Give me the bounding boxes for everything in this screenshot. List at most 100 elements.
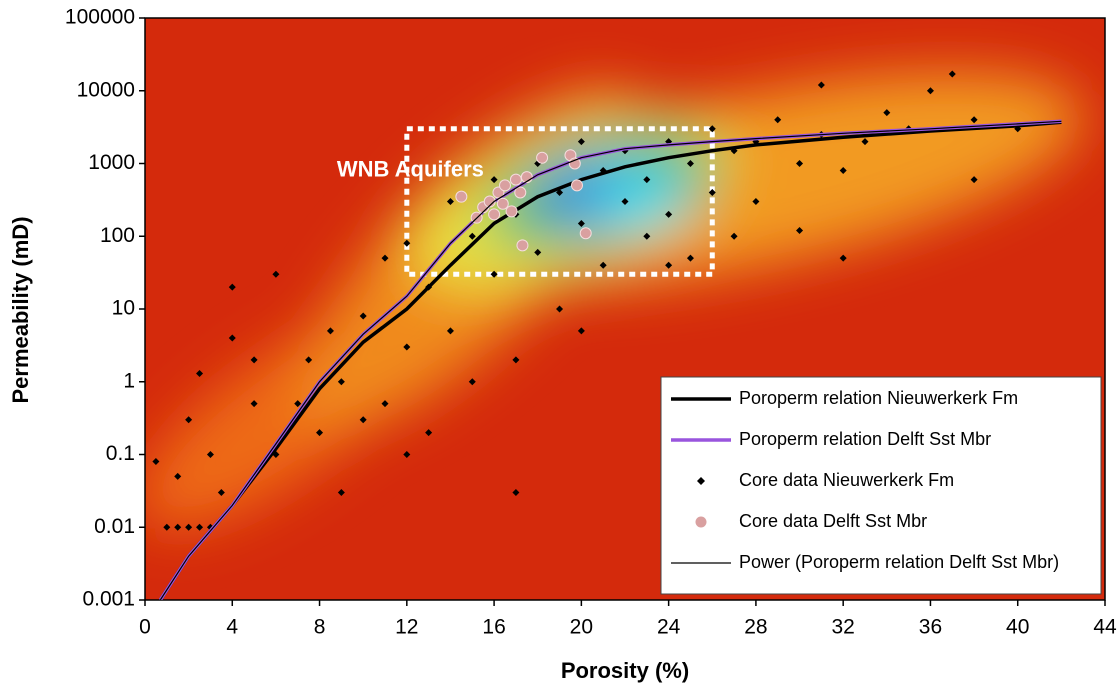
legend-swatch xyxy=(697,477,705,485)
x-tick-label: 36 xyxy=(919,616,942,639)
plot-layer xyxy=(152,70,1062,600)
point xyxy=(359,312,367,320)
legend-box xyxy=(660,376,1102,595)
point xyxy=(774,116,782,124)
point xyxy=(185,523,193,531)
point xyxy=(326,327,334,335)
point xyxy=(817,81,825,89)
point xyxy=(516,239,529,252)
curve xyxy=(159,120,1062,600)
point xyxy=(381,400,389,408)
point xyxy=(403,239,411,247)
point xyxy=(665,261,673,269)
point xyxy=(730,232,738,240)
legend-label: Poroperm relation Delft Sst Mbr xyxy=(739,429,991,449)
annotation-box xyxy=(404,126,715,277)
point xyxy=(337,489,345,497)
y-tick-label: 1000 xyxy=(88,151,135,174)
y-tick-label: 100 xyxy=(100,224,135,247)
point xyxy=(446,198,454,206)
point xyxy=(883,109,891,117)
point xyxy=(403,343,411,351)
point xyxy=(556,305,564,313)
x-tick-label: 16 xyxy=(482,616,505,639)
point xyxy=(579,227,592,240)
point xyxy=(316,429,324,437)
point xyxy=(926,87,934,95)
point xyxy=(621,198,629,206)
y-axis-title: Permeability (mD) xyxy=(8,216,33,403)
point xyxy=(512,489,520,497)
x-tick-label: 0 xyxy=(139,616,151,639)
point xyxy=(196,369,204,377)
point xyxy=(643,232,651,240)
legend-swatch xyxy=(695,516,707,528)
point xyxy=(686,160,694,167)
point xyxy=(665,210,673,218)
point xyxy=(174,472,182,480)
x-tick-label: 12 xyxy=(395,616,418,639)
point xyxy=(796,160,804,167)
point xyxy=(294,400,302,408)
y-tick-label: 0.001 xyxy=(82,588,135,611)
x-tick-label: 32 xyxy=(832,616,855,639)
point xyxy=(359,416,367,424)
point xyxy=(483,195,496,208)
y-tick-label: 100000 xyxy=(65,6,135,29)
point xyxy=(488,208,501,221)
point xyxy=(861,138,869,146)
y-tick-label: 0.1 xyxy=(106,442,135,465)
point xyxy=(643,176,651,184)
point xyxy=(509,173,522,186)
x-tick-label: 24 xyxy=(657,616,681,639)
point xyxy=(272,270,280,278)
point xyxy=(425,429,433,437)
point xyxy=(571,179,583,192)
y-tick-label: 0.01 xyxy=(94,515,135,538)
legend-label: Poroperm relation Nieuwerkerk Fm xyxy=(739,388,1018,408)
point xyxy=(196,523,204,531)
point xyxy=(514,186,527,199)
legend-label: Core data Nieuwerkerk Fm xyxy=(739,470,954,490)
point xyxy=(185,416,193,424)
x-axis-title: Porosity (%) xyxy=(561,658,689,683)
point xyxy=(228,334,236,342)
point xyxy=(403,451,411,458)
point xyxy=(534,248,542,256)
point xyxy=(577,138,585,146)
y-tick-label: 1 xyxy=(123,369,135,392)
point xyxy=(839,254,847,262)
legend: Poroperm relation Nieuwerkerk Fm Poroperm… xyxy=(660,376,1102,595)
point xyxy=(217,489,225,497)
point xyxy=(970,116,978,124)
point xyxy=(970,176,978,184)
point xyxy=(577,327,585,335)
point xyxy=(505,205,518,218)
y-tick-label: 10 xyxy=(112,297,135,320)
x-tick-label: 20 xyxy=(570,616,593,639)
point xyxy=(455,190,468,203)
point xyxy=(446,327,454,335)
x-tick-label: 28 xyxy=(744,616,767,639)
point xyxy=(686,254,694,262)
point xyxy=(536,151,549,164)
x-tick-label: 8 xyxy=(314,616,326,639)
point xyxy=(796,226,804,234)
point xyxy=(305,356,313,364)
x-tick-label: 44 xyxy=(1093,616,1117,639)
point xyxy=(206,451,214,458)
point xyxy=(381,254,389,262)
density-background xyxy=(145,18,1105,600)
point xyxy=(577,219,585,227)
point xyxy=(490,270,498,278)
point xyxy=(250,356,258,364)
curve xyxy=(158,120,1062,600)
point xyxy=(496,197,509,210)
legend-label: Core data Delft Sst Mbr xyxy=(739,511,927,531)
point xyxy=(948,70,956,78)
x-tick-label: 4 xyxy=(226,616,238,639)
point xyxy=(499,179,511,192)
point xyxy=(174,523,182,531)
point xyxy=(468,232,476,240)
